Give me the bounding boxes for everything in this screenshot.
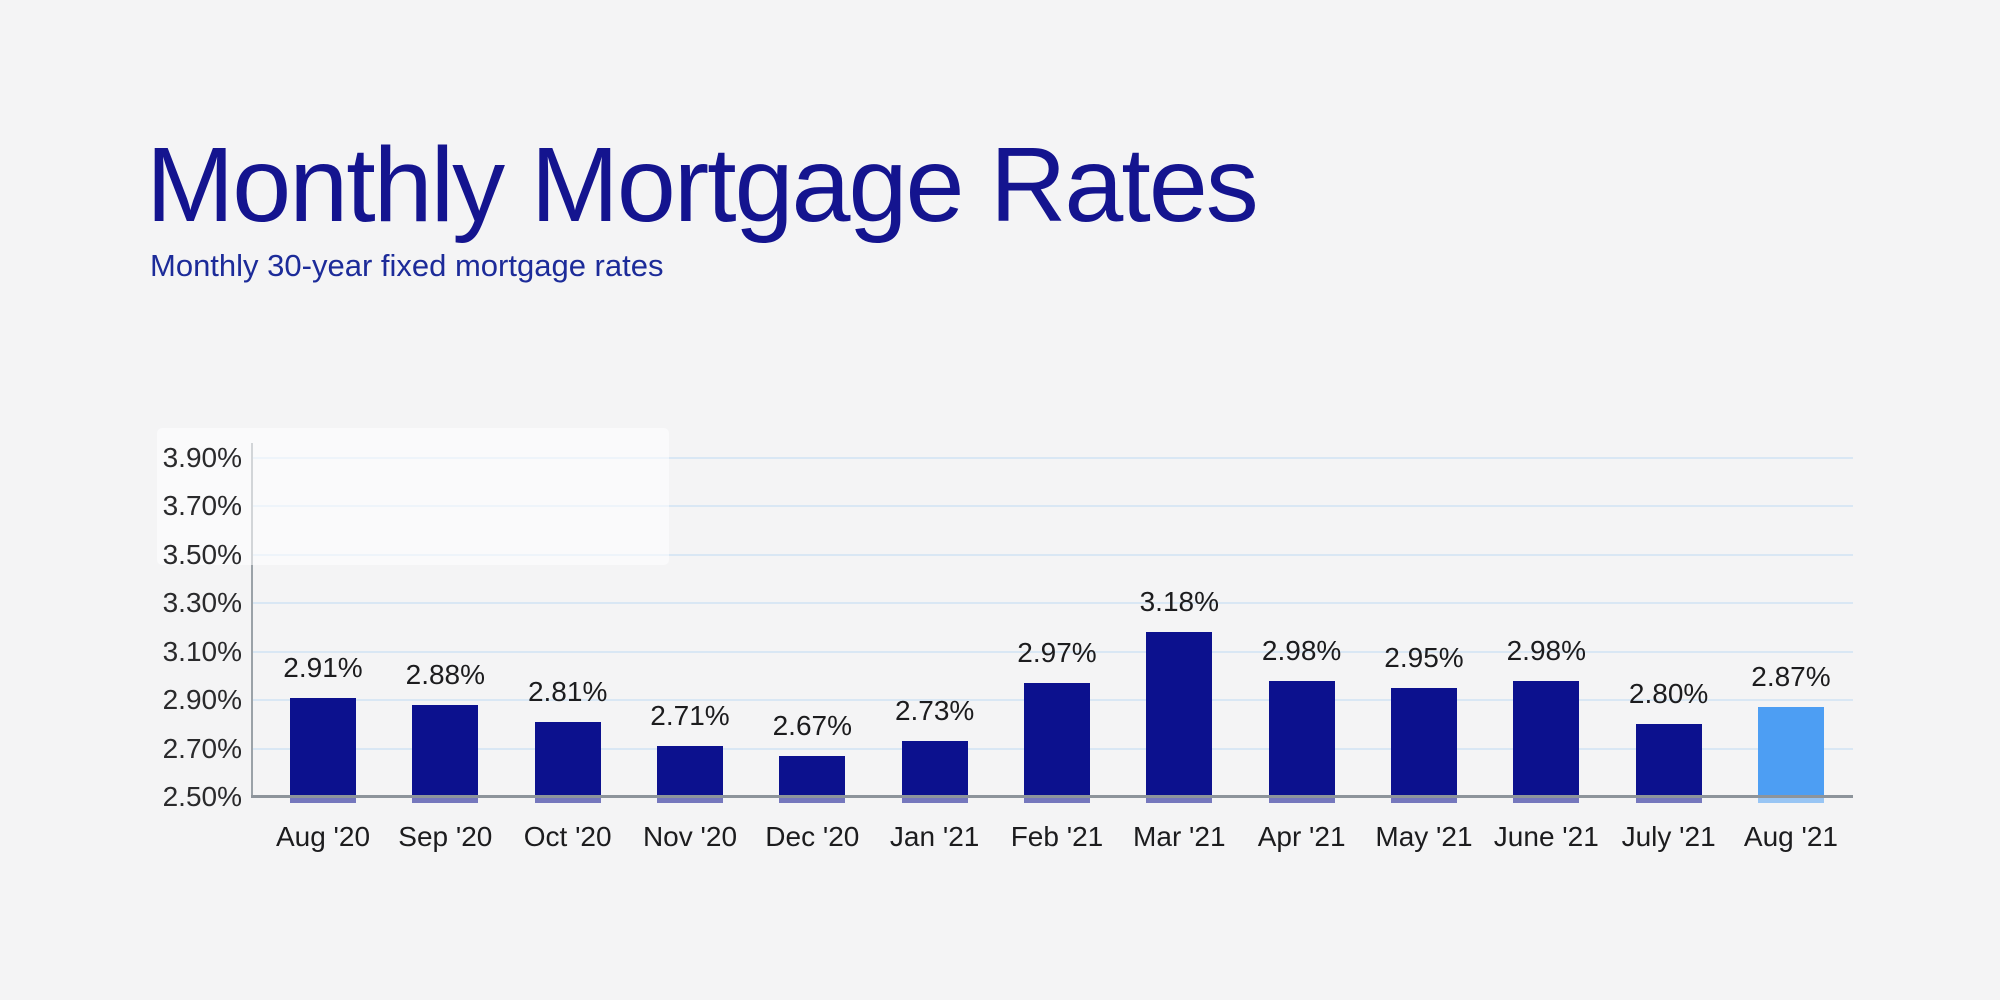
bar-base-extension bbox=[1390, 796, 1457, 803]
bar bbox=[901, 741, 968, 803]
gridline bbox=[253, 650, 1853, 653]
bar bbox=[1268, 680, 1335, 803]
bar-base-extension bbox=[412, 796, 479, 803]
y-axis-line bbox=[251, 443, 253, 798]
y-axis-label: 3.70% bbox=[162, 490, 242, 522]
x-axis-label: Aug '20 bbox=[275, 821, 371, 852]
bar bbox=[779, 755, 846, 803]
x-axis-label: Nov '20 bbox=[642, 821, 738, 852]
x-axis-label: Oct '20 bbox=[523, 821, 612, 852]
bar-value-label: 2.91% bbox=[283, 651, 363, 683]
bar bbox=[1023, 683, 1090, 803]
bar-value-label: 3.18% bbox=[1139, 586, 1219, 618]
y-axis-label: 3.50% bbox=[162, 538, 242, 570]
bar-base-extension bbox=[901, 796, 968, 803]
y-axis-label: 3.90% bbox=[162, 442, 242, 473]
x-axis-line bbox=[251, 795, 1853, 798]
x-axis-label: Jan '21 bbox=[889, 821, 980, 852]
bar-value-label: 2.98% bbox=[1506, 634, 1586, 666]
bar-value-label: 2.81% bbox=[527, 675, 608, 707]
bar bbox=[1146, 632, 1213, 803]
bar-base-extension bbox=[290, 796, 356, 803]
page-subtitle: Monthly 30-year fixed mortgage rates bbox=[150, 248, 664, 283]
highlight-patch bbox=[157, 428, 669, 565]
y-axis-label: 2.90% bbox=[162, 684, 242, 716]
bar-base-extension bbox=[656, 796, 723, 803]
bar bbox=[1513, 680, 1580, 803]
bar-value-label: 2.97% bbox=[1017, 637, 1097, 669]
bar-base-extension bbox=[779, 796, 846, 803]
bar bbox=[290, 697, 356, 803]
gridline bbox=[253, 602, 1853, 605]
x-axis-label: Feb '21 bbox=[1010, 821, 1104, 852]
bar-base-extension bbox=[1513, 796, 1580, 803]
y-axis-label: 2.70% bbox=[162, 732, 242, 764]
y-axis-label: 2.50% bbox=[162, 781, 242, 812]
bar-base-extension bbox=[1757, 796, 1824, 803]
bar-value-label: 2.80% bbox=[1628, 678, 1709, 710]
gridline bbox=[253, 553, 1853, 556]
bar-value-label: 2.71% bbox=[650, 700, 730, 732]
bar-value-label: 2.73% bbox=[894, 695, 975, 727]
bar-base-extension bbox=[1635, 796, 1702, 803]
bar bbox=[1390, 688, 1457, 803]
bar-value-label: 2.87% bbox=[1751, 661, 1831, 693]
bar-value-label: 2.88% bbox=[405, 658, 486, 690]
x-axis-label: Mar '21 bbox=[1133, 821, 1226, 852]
bar-base-extension bbox=[1268, 796, 1335, 803]
bar-value-label: 2.98% bbox=[1261, 634, 1342, 666]
gridline bbox=[253, 505, 1853, 508]
bar-base-extension bbox=[1146, 796, 1213, 803]
x-axis-label: Sep '20 bbox=[398, 821, 493, 852]
x-axis-label: Aug '21 bbox=[1743, 821, 1838, 852]
x-axis-label: June '21 bbox=[1493, 821, 1599, 852]
bar-highlighted bbox=[1757, 707, 1824, 803]
y-axis-label: 3.30% bbox=[162, 587, 242, 619]
x-axis-label: May '21 bbox=[1375, 821, 1473, 852]
bar bbox=[412, 704, 479, 803]
bar-value-label: 2.67% bbox=[772, 709, 853, 741]
x-axis-label: July '21 bbox=[1621, 821, 1716, 852]
x-axis-label: Dec '20 bbox=[765, 821, 860, 852]
page-title: Monthly Mortgage Rates bbox=[146, 126, 1259, 244]
x-axis-label: Apr '21 bbox=[1257, 821, 1346, 852]
bar-base-extension bbox=[1023, 796, 1090, 803]
bar bbox=[656, 746, 723, 803]
bar-value-label: 2.95% bbox=[1384, 642, 1464, 674]
gridline bbox=[253, 457, 1853, 459]
bar bbox=[1635, 724, 1702, 803]
bar-base-extension bbox=[534, 796, 601, 803]
y-axis-label: 3.10% bbox=[162, 635, 242, 667]
bar bbox=[534, 721, 601, 803]
